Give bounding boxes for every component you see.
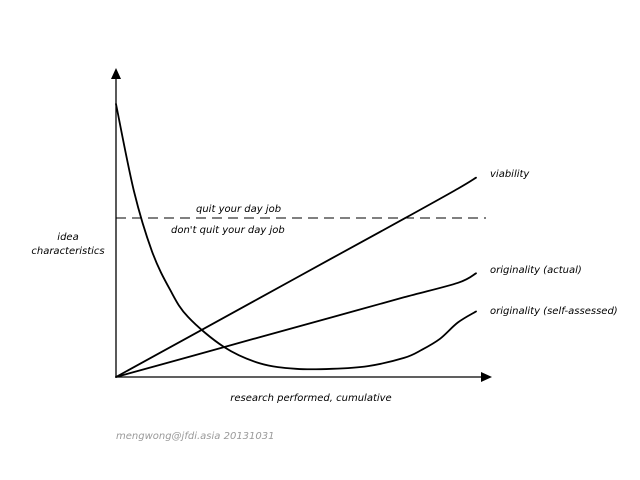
series-line-viability [115,176,477,378]
series-layer [115,103,477,378]
x-axis-arrow [481,372,492,382]
series-label-originality-self-assessed: originality (self-assessed) [490,306,618,317]
y-axis-title-line: idea [57,232,78,243]
threshold-above-label: quit your day job [196,204,281,215]
y-axis-arrow [111,68,121,79]
series-line-originality-self-assessed [115,103,477,371]
series-line-originality-actual [115,272,477,378]
x-axis-title: research performed, cumulative [230,393,391,404]
credit-text: mengwong@jfdi.asia 20131031 [116,431,275,442]
axes [111,68,492,382]
y-axis-title: idea characteristics [31,232,104,257]
series-label-originality-actual: originality (actual) [490,265,582,276]
series-label-viability: viability [490,169,530,180]
y-axis-title-line: characteristics [31,246,104,257]
threshold-below-label: don't quit your day job [171,225,285,236]
